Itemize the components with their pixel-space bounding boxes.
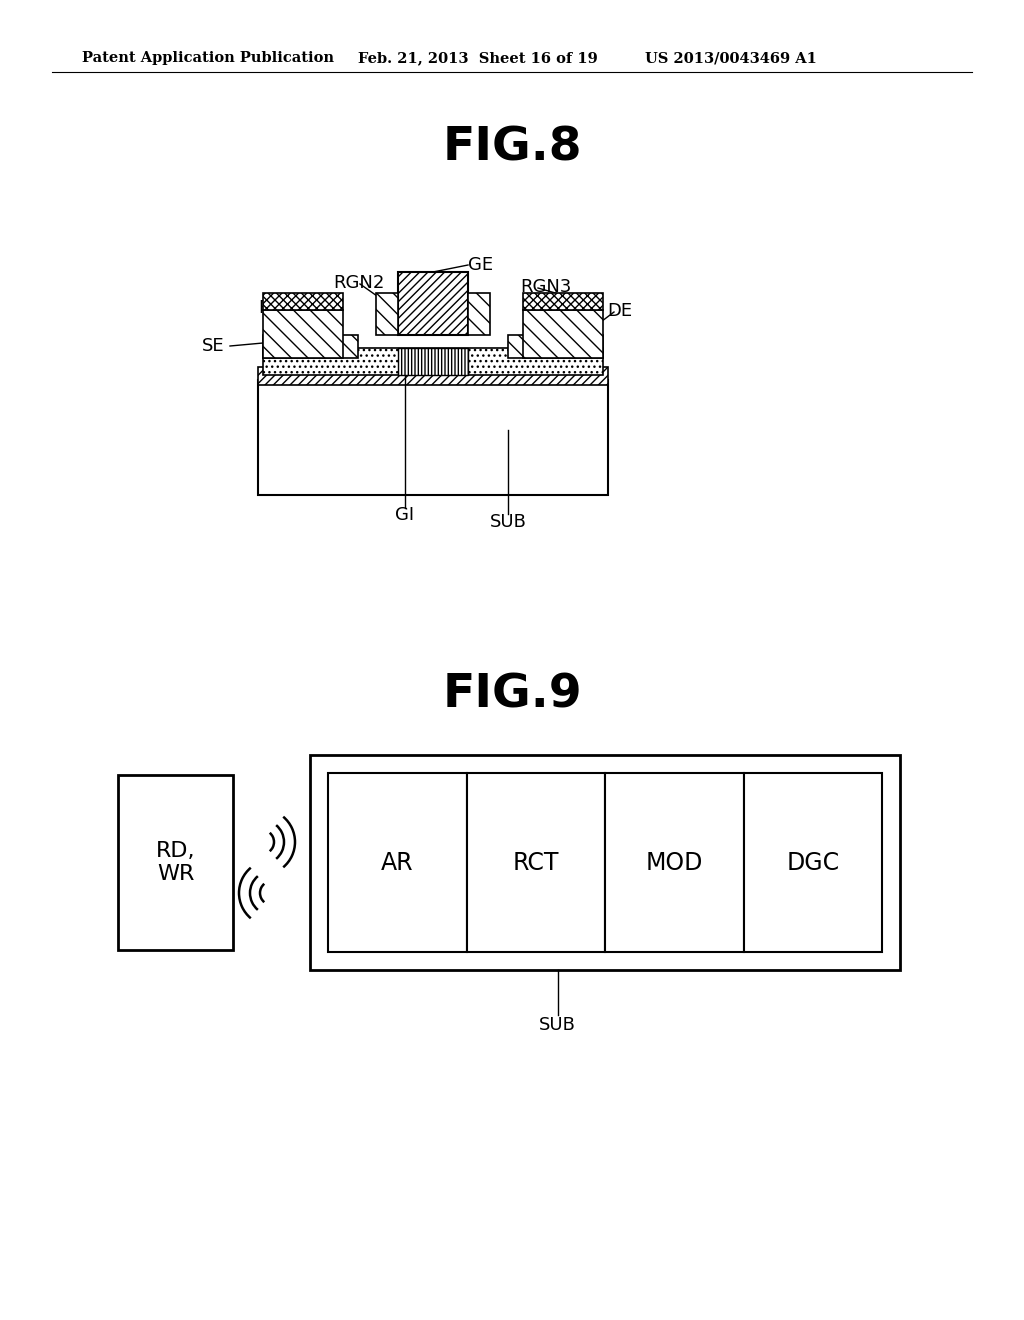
Text: RCT: RCT: [512, 850, 559, 874]
Text: Patent Application Publication: Patent Application Publication: [82, 51, 334, 65]
Bar: [258, 367, 608, 385]
Bar: [605, 774, 743, 952]
Text: GI: GI: [395, 506, 415, 524]
Bar: [376, 293, 398, 335]
Bar: [523, 310, 603, 358]
Bar: [523, 293, 603, 310]
Text: AR: AR: [381, 850, 414, 874]
Bar: [743, 774, 882, 952]
Text: DE: DE: [607, 302, 632, 319]
Bar: [118, 775, 233, 950]
Text: MOD: MOD: [645, 850, 702, 874]
Bar: [467, 774, 605, 952]
Bar: [258, 380, 608, 495]
Bar: [263, 348, 603, 375]
Text: SE: SE: [202, 337, 224, 355]
Bar: [328, 774, 467, 952]
Text: Feb. 21, 2013  Sheet 16 of 19: Feb. 21, 2013 Sheet 16 of 19: [358, 51, 598, 65]
Bar: [508, 335, 603, 358]
Text: FIG.9: FIG.9: [442, 672, 582, 718]
Bar: [263, 335, 358, 358]
Text: GE: GE: [468, 256, 494, 275]
Bar: [263, 310, 343, 358]
Text: US 2013/0043469 A1: US 2013/0043469 A1: [645, 51, 817, 65]
Bar: [468, 293, 490, 335]
Text: RGN3: RGN3: [520, 279, 571, 296]
Text: SUB: SUB: [540, 1016, 577, 1034]
Text: SUB: SUB: [489, 513, 526, 531]
Text: RGN1: RGN1: [258, 300, 309, 317]
Text: FIG.8: FIG.8: [442, 125, 582, 170]
Bar: [263, 293, 343, 310]
Text: RD,
WR: RD, WR: [156, 841, 196, 884]
Text: DGC: DGC: [786, 850, 840, 874]
Bar: [310, 755, 900, 970]
Bar: [398, 348, 468, 375]
Bar: [398, 272, 468, 335]
Text: RGN2: RGN2: [333, 275, 384, 292]
